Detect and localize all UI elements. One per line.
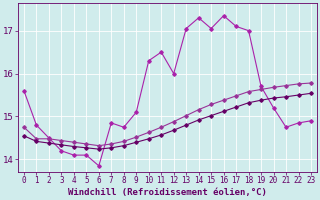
X-axis label: Windchill (Refroidissement éolien,°C): Windchill (Refroidissement éolien,°C) <box>68 188 267 197</box>
